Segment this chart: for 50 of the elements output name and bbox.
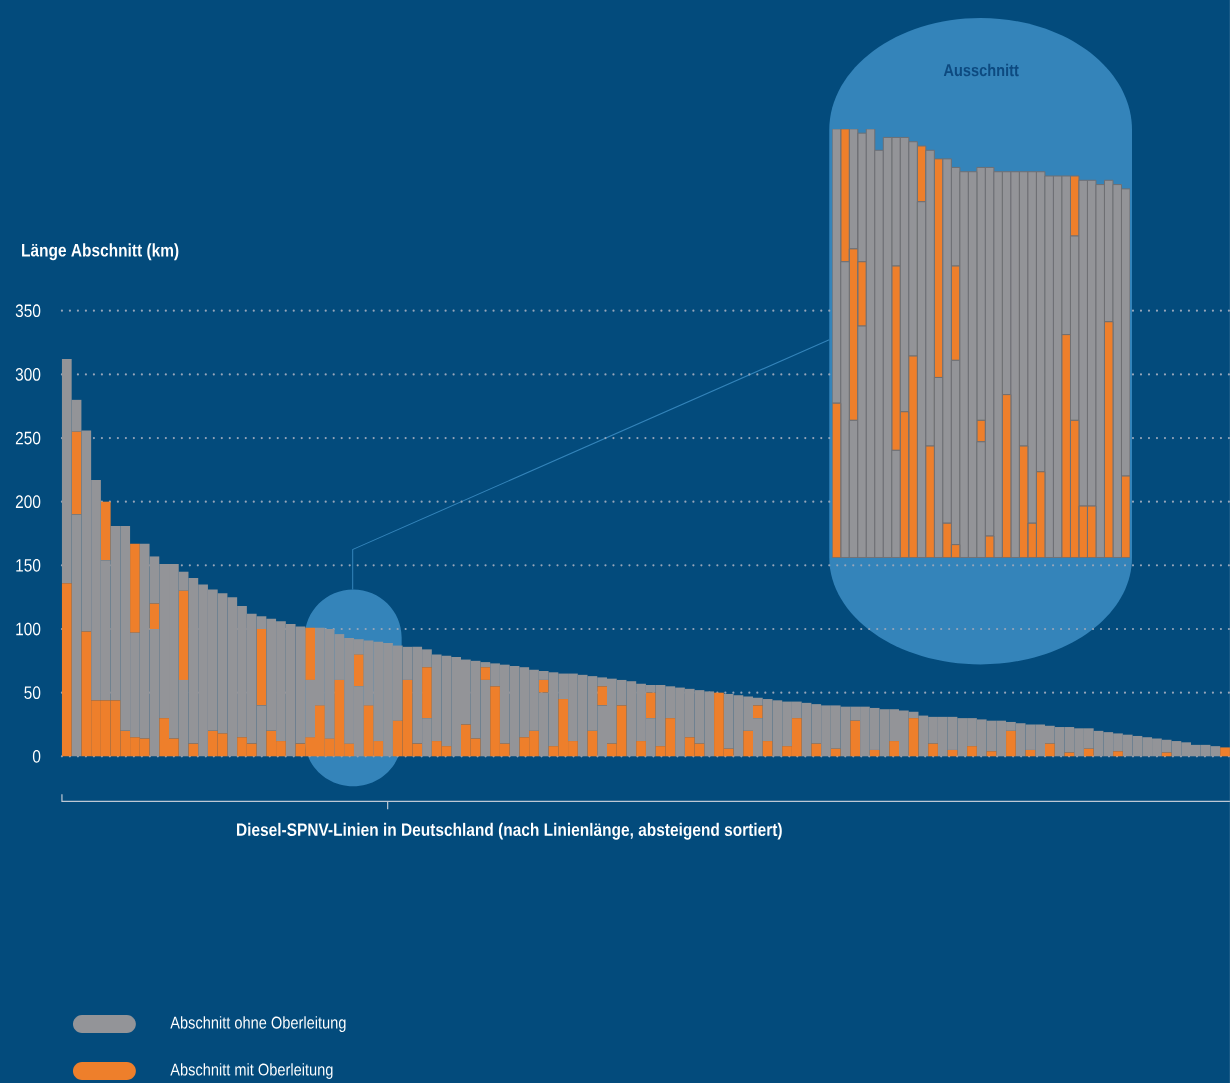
- bar: [811, 743, 822, 757]
- legend-label: Abschnitt ohne Oberleitung: [170, 1016, 346, 1032]
- bar: [928, 743, 938, 757]
- y-tick-label: 50: [24, 686, 41, 700]
- bar: [925, 445, 935, 558]
- bar: [1083, 748, 1094, 757]
- bar: [869, 749, 880, 757]
- bar: [1113, 751, 1123, 757]
- bar: [149, 603, 160, 629]
- bar: [178, 590, 189, 680]
- bar: [130, 543, 140, 633]
- bar: [967, 746, 977, 757]
- bar: [830, 748, 841, 757]
- y-tick-label: 250: [15, 431, 41, 445]
- y-tick-label: 100: [16, 622, 41, 636]
- y-tick-label: 200: [15, 495, 41, 509]
- bar: [850, 720, 861, 757]
- bar: [256, 628, 267, 706]
- bar: [1006, 730, 1016, 757]
- y-tick-label: 0: [32, 749, 41, 763]
- bar: [986, 751, 997, 757]
- bar: [100, 501, 111, 561]
- bar: [762, 741, 773, 757]
- y-tick-label: 150: [16, 558, 41, 572]
- bar: [908, 718, 919, 757]
- y-axis-title: Länge Abschnitt (km): [22, 243, 179, 261]
- bar: [422, 667, 432, 719]
- bar: [61, 583, 72, 757]
- bar: [587, 730, 598, 757]
- y-tick-label: 350: [15, 304, 41, 318]
- bar: [480, 667, 491, 680]
- bar: [71, 431, 82, 515]
- bar: [889, 741, 899, 757]
- chart-title: Ausschnitt: [943, 63, 1019, 77]
- bar: [1044, 743, 1055, 757]
- x-axis-title: Diesel-SPNV-Linien in Deutschland (nach Linienlänge, absteigend sortiert): [237, 822, 782, 840]
- bar: [1064, 752, 1075, 757]
- bar: [743, 730, 753, 757]
- bar: [636, 741, 646, 757]
- bar: [188, 743, 199, 757]
- legend-label: Abschnitt mit Oberleitung: [170, 1063, 333, 1079]
- bar: [1220, 747, 1230, 757]
- bar: [305, 627, 316, 680]
- bar: [538, 679, 549, 693]
- y-tick-label: 300: [15, 368, 41, 381]
- bar: [752, 705, 763, 719]
- bar: [597, 686, 607, 706]
- bar: [645, 692, 656, 719]
- bar: [353, 654, 364, 687]
- bar: [1161, 752, 1172, 757]
